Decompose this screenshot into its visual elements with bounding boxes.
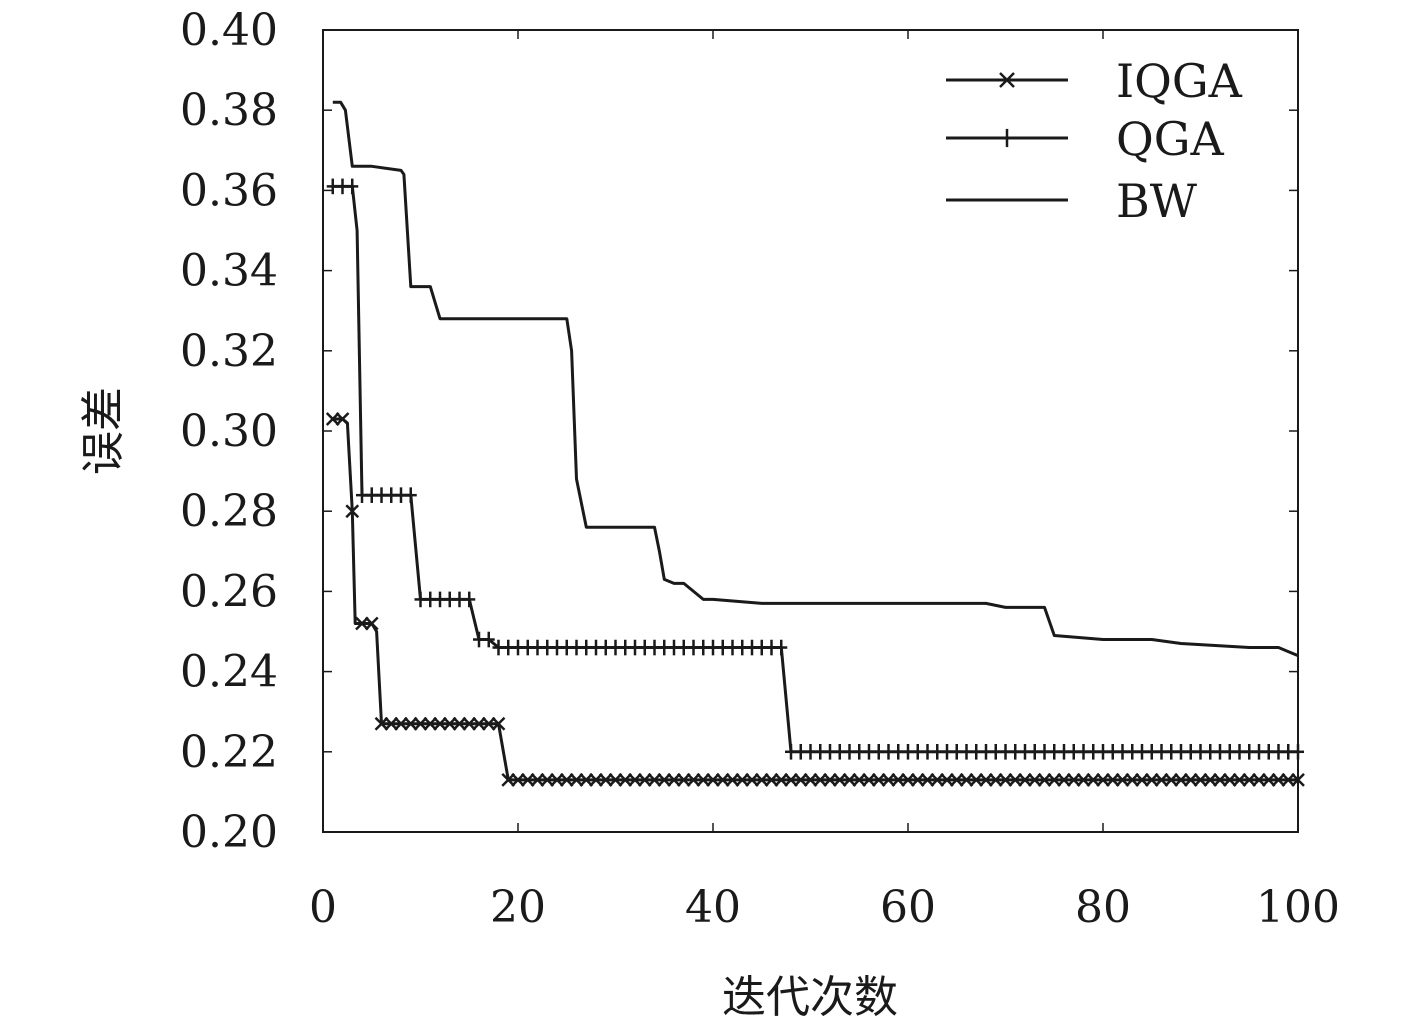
series-qga (326, 178, 1304, 760)
series-layer (325, 100, 1305, 787)
x-tick-label: 40 (685, 882, 741, 933)
y-tick-label: 0.34 (180, 246, 278, 297)
x-tick-label: 100 (1256, 882, 1340, 933)
point-iqga (345, 504, 360, 519)
point-qga (482, 631, 495, 648)
legend-label-qga: QGA (1116, 112, 1224, 166)
y-tick-label: 0.38 (180, 85, 278, 136)
y-tick-label: 0.40 (180, 5, 278, 56)
point-iqga (1291, 772, 1305, 787)
legend-marker-qga (1000, 128, 1014, 148)
series-bw (332, 100, 1299, 657)
marker-stroke (1291, 772, 1305, 787)
point-qga (346, 178, 359, 195)
legend-item-bw: BW (946, 174, 1198, 228)
series-line-qga (332, 184, 1298, 754)
point-iqga (364, 616, 379, 631)
point-iqga (335, 412, 350, 426)
marker-stroke (335, 412, 350, 426)
x-tick-label: 0 (309, 882, 337, 933)
y-tick-label: 0.22 (180, 727, 278, 778)
x-axis-title: 迭代次数 (722, 972, 898, 1023)
y-tick-label: 0.30 (180, 406, 278, 457)
legend-label-iqga: IQGA (1116, 54, 1243, 108)
y-axis-title: 误差 (78, 387, 129, 475)
point-qga (775, 639, 788, 656)
axis-ticks (322, 29, 1299, 833)
marker-stroke (999, 72, 1015, 88)
y-tick-label: 0.28 (180, 486, 278, 537)
legend-item-iqga: IQGA (946, 54, 1243, 108)
y-tick-label: 0.32 (180, 326, 278, 377)
point-iqga (491, 716, 506, 731)
y-tick-label: 0.20 (180, 807, 278, 858)
y-tick-label: 0.24 (180, 647, 278, 698)
legend-label-bw: BW (1116, 174, 1198, 228)
marker-stroke (345, 504, 360, 519)
x-tick-label: 80 (1075, 882, 1131, 933)
legend-item-qga: QGA (946, 112, 1224, 166)
marker-stroke (491, 716, 506, 731)
point-qga (1292, 744, 1304, 760)
point-qga (463, 591, 476, 608)
x-tick-label: 20 (490, 882, 546, 933)
x-tick-label: 60 (880, 882, 936, 933)
legend-marker-iqga (999, 72, 1015, 88)
series-iqga (325, 412, 1305, 787)
y-tick-label: 0.26 (180, 566, 278, 617)
point-qga (404, 487, 417, 503)
y-tick-label: 0.36 (180, 165, 278, 216)
marker-stroke (364, 616, 379, 631)
tick-labels: 0 20 40 60 80 100 0.20 0.22 0.24 0.26 0.28 0.30 0.32… (180, 5, 1340, 933)
series-line-bw (332, 100, 1299, 657)
